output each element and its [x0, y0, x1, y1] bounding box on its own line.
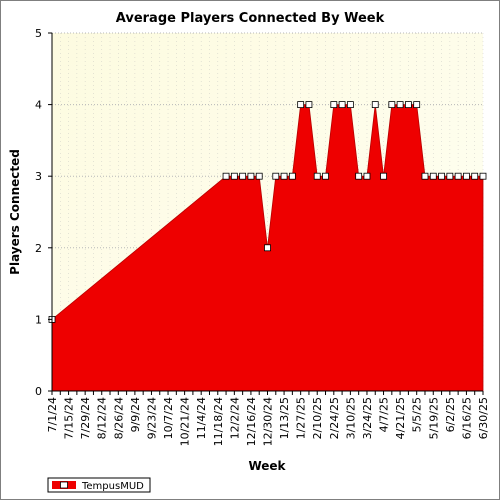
x-tick-label: 4/21/25: [394, 397, 407, 439]
x-tick-label: 7/1/24: [46, 397, 59, 432]
x-tick-label: 6/30/25: [477, 397, 490, 439]
y-axis-label: Players Connected: [8, 149, 22, 275]
y-tick-label: 2: [35, 242, 42, 255]
data-point: [413, 101, 421, 108]
data-point: [280, 172, 288, 180]
data-point: [222, 172, 230, 180]
x-tick-label: 8/12/24: [96, 397, 109, 439]
x-tick-label: 4/7/25: [378, 397, 391, 432]
data-point: [322, 172, 329, 180]
data-point: [446, 172, 454, 180]
data-point: [338, 101, 346, 108]
chart-title: Average Players Connected By Week: [116, 11, 385, 26]
x-tick-label: 6/16/25: [460, 397, 473, 439]
x-tick-label: 1/27/25: [295, 397, 308, 439]
data-point: [454, 172, 462, 180]
x-axis-ticks: 7/1/24 7/15/24 7/29/24 8/12/24 8/26/24 9/9/24…: [46, 391, 490, 446]
x-tick-label: 3/10/25: [344, 397, 357, 439]
x-tick-label: 12/30/24: [262, 397, 275, 446]
x-tick-label: 9/9/24: [129, 397, 142, 432]
data-point: [421, 172, 429, 180]
x-tick-label: 5/5/25: [411, 397, 424, 432]
x-tick-label: 1/13/25: [278, 397, 291, 439]
data-point: [396, 101, 404, 108]
data-point: [471, 172, 479, 180]
data-point: [438, 172, 445, 180]
x-tick-label: 10/7/24: [162, 397, 175, 439]
data-point: [264, 244, 271, 252]
legend-marker: [60, 481, 68, 489]
x-tick-label: 9/23/24: [145, 397, 158, 439]
data-point: [247, 172, 255, 180]
x-tick-label: 3/24/25: [361, 397, 374, 439]
y-tick-label: 5: [35, 27, 42, 40]
x-tick-label: 12/2/24: [228, 397, 241, 439]
x-tick-label: 2/24/25: [328, 397, 341, 439]
x-axis-label: Week: [248, 459, 286, 473]
data-point: [346, 101, 354, 108]
x-tick-label: 2/10/25: [311, 397, 324, 439]
data-point: [363, 172, 371, 180]
data-point: [297, 101, 305, 108]
x-tick-label: 6/2/25: [444, 397, 457, 432]
x-tick-label: 5/19/25: [427, 397, 440, 439]
x-tick-label: 7/15/24: [63, 397, 76, 439]
y-tick-label: 0: [35, 385, 42, 398]
data-point: [255, 172, 263, 180]
data-point: [371, 101, 379, 108]
y-axis-ticks: 0 1 2 3 4 5: [35, 27, 52, 398]
x-tick-label: 8/26/24: [112, 397, 125, 439]
x-tick-label: 12/16/24: [245, 397, 258, 446]
data-point: [405, 101, 412, 108]
legend: TempusMUD: [47, 477, 151, 493]
data-point: [355, 172, 363, 180]
data-point: [305, 101, 313, 108]
data-point: [330, 101, 338, 108]
x-tick-label: 7/29/24: [79, 397, 92, 439]
data-point: [463, 172, 470, 180]
y-tick-label: 3: [35, 170, 42, 183]
data-point: [313, 172, 321, 180]
data-point: [272, 172, 280, 180]
x-tick-label: 10/21/24: [179, 397, 192, 446]
data-point: [288, 172, 296, 180]
y-tick-label: 4: [35, 99, 42, 112]
x-tick-label: 11/18/24: [212, 397, 225, 446]
data-point: [239, 172, 247, 180]
data-point: [380, 172, 387, 180]
legend-label: TempusMUD: [81, 481, 144, 492]
y-tick-label: 1: [35, 313, 42, 326]
data-point: [230, 172, 238, 180]
x-tick-label: 11/4/24: [195, 397, 208, 439]
data-point: [388, 101, 396, 108]
data-point: [479, 172, 487, 180]
data-point: [429, 172, 437, 180]
